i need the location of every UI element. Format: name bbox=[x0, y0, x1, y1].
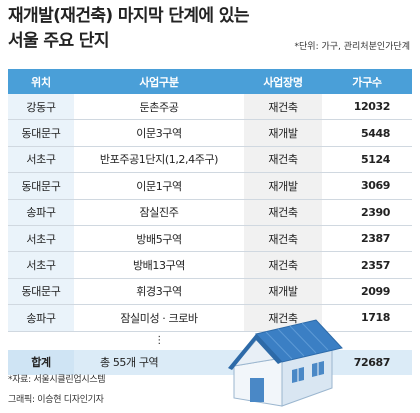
project-cell: 둔촌주공 bbox=[74, 94, 244, 121]
location-cell: 송파구 bbox=[8, 304, 74, 332]
table-row: 송파구 잠실진주 재건축 2390 bbox=[8, 199, 412, 226]
title-block: 재개발(재건축) 마지막 단계에 있는 서울 주요 단지 bbox=[8, 4, 412, 54]
table-body: 강동구 둔촌주공 재건축 12032 동대문구 이문3구역 재개발 5448 서초구 반포주공1단… bbox=[8, 94, 412, 375]
column-header: 사업장명 bbox=[244, 69, 322, 94]
total-row: 합계 총 55개 구역 72687 bbox=[8, 349, 412, 375]
households-cell: 3069 bbox=[322, 172, 412, 200]
households-cell: 2390 bbox=[322, 199, 412, 226]
project-cell: 휘경3구역 bbox=[74, 278, 244, 306]
households-cell: 2387 bbox=[322, 225, 412, 253]
table-row: 서초구 방배13구역 재건축 2357 bbox=[8, 251, 412, 279]
source-note: *자료: 서울시클린업시스템 bbox=[8, 375, 106, 385]
location-cell: 동대문구 bbox=[8, 119, 74, 147]
location-cell: 서초구 bbox=[8, 225, 74, 253]
type-cell: 재건축 bbox=[244, 225, 322, 253]
ellipsis-mark: ⋮ bbox=[154, 334, 164, 346]
table-row: 동대문구 이문1구역 재개발 3069 bbox=[8, 172, 412, 200]
project-cell: 이문1구역 bbox=[74, 172, 244, 200]
project-cell: 잠실진주 bbox=[74, 199, 244, 226]
type-cell: 재개발 bbox=[244, 172, 322, 200]
households-cell: 5448 bbox=[322, 119, 412, 147]
project-cell: 이문3구역 bbox=[74, 119, 244, 147]
households-cell: 12032 bbox=[322, 94, 412, 121]
table-header-row: 위치 사업구분 사업장명 가구수 bbox=[8, 69, 412, 94]
table-row: 동대문구 이문3구역 재개발 5448 bbox=[8, 119, 412, 147]
project-cell: 방배13구역 bbox=[74, 251, 244, 279]
households-cell: 5124 bbox=[322, 146, 412, 174]
location-cell: 송파구 bbox=[8, 199, 74, 226]
column-header: 위치 bbox=[8, 69, 74, 94]
table-row: 송파구 잠실미성 · 크로바 재건축 1718 bbox=[8, 304, 412, 332]
table-row: 서초구 방배5구역 재건축 2387 bbox=[8, 225, 412, 253]
households-cell: 1718 bbox=[322, 304, 412, 332]
location-cell: 서초구 bbox=[8, 251, 74, 279]
redevelopment-table: 위치 사업구분 사업장명 가구수 강동구 둔촌주공 재건축 12032 동대문구 이문3구… bbox=[8, 69, 412, 375]
project-cell: 잠실미성 · 크로바 bbox=[74, 304, 244, 332]
credit-note: 그래픽: 이승현 디자인기자 bbox=[8, 395, 104, 405]
total-desc: 총 55개 구역 bbox=[74, 349, 244, 375]
type-cell: 재개발 bbox=[244, 278, 322, 306]
households-cell: 2099 bbox=[322, 278, 412, 306]
ellipsis-row: ⋮ bbox=[8, 331, 412, 350]
type-cell: 재건축 bbox=[244, 146, 322, 174]
type-cell: 재건축 bbox=[244, 199, 322, 226]
total-label: 합계 bbox=[8, 349, 74, 375]
location-cell: 동대문구 bbox=[8, 172, 74, 200]
type-cell: 재건축 bbox=[244, 251, 322, 279]
type-cell: 재개발 bbox=[244, 119, 322, 147]
column-header: 사업구분 bbox=[74, 69, 244, 94]
table-row: 동대문구 휘경3구역 재개발 2099 bbox=[8, 278, 412, 306]
project-cell: 방배5구역 bbox=[74, 225, 244, 253]
ellipsis-spacer bbox=[8, 331, 74, 350]
project-cell: 반포주공1단지(1,2,4주구) bbox=[74, 146, 244, 174]
page-title-line1: 재개발(재건축) 마지막 단계에 있는 bbox=[8, 6, 249, 26]
column-header: 가구수 bbox=[322, 69, 412, 94]
house-icon bbox=[228, 319, 343, 407]
table-row: 강동구 둔촌주공 재건축 12032 bbox=[8, 94, 412, 121]
households-cell: 2357 bbox=[322, 251, 412, 279]
page-title-line2: 서울 주요 단지 bbox=[8, 31, 109, 51]
location-cell: 서초구 bbox=[8, 146, 74, 174]
total-value: 72687 bbox=[322, 349, 412, 375]
location-cell: 동대문구 bbox=[8, 278, 74, 306]
type-cell: 재건축 bbox=[244, 94, 322, 121]
location-cell: 강동구 bbox=[8, 94, 74, 121]
unit-note: *단위: 가구, 관리처분인가단계 bbox=[294, 42, 410, 52]
table-row: 서초구 반포주공1단지(1,2,4주구) 재건축 5124 bbox=[8, 146, 412, 174]
